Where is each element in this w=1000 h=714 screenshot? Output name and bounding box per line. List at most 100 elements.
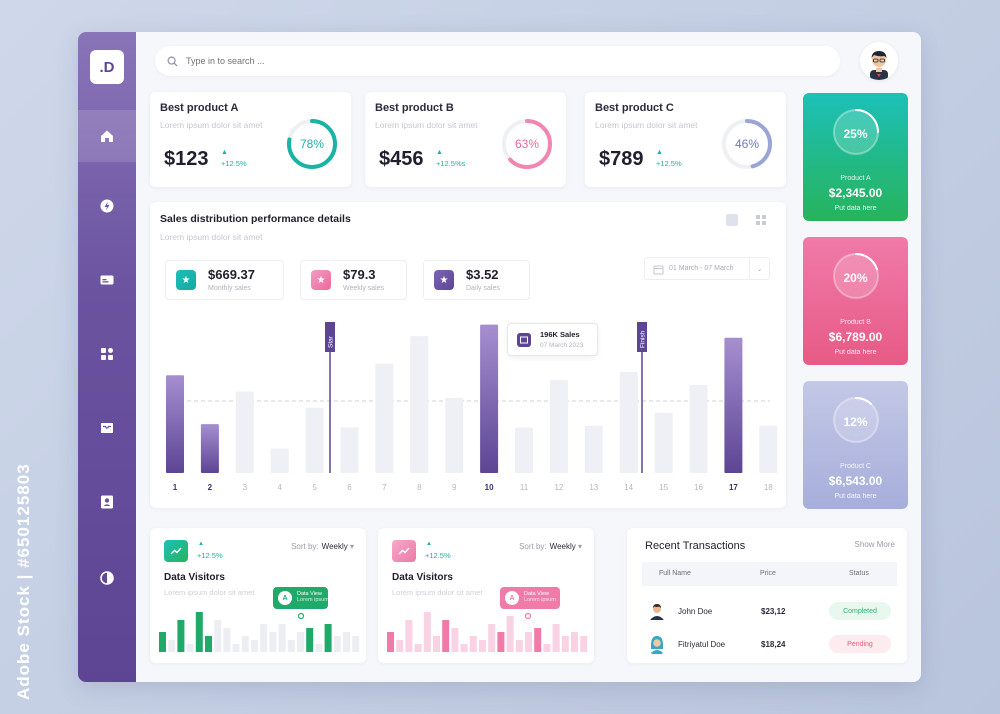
sidebar-item-contacts[interactable] [78,476,136,528]
transactions-header: Full Name Price Status [642,562,897,586]
tooltip-sub: Lorem ipsum [297,597,329,603]
sidebar-item-theme[interactable] [78,552,136,604]
visitor-bar [269,632,277,652]
x-tick-label: 6 [347,483,352,492]
visitor-bar [433,636,440,652]
visitor-bar [414,644,422,652]
side-card-note: Put data here [834,493,877,500]
visitor-bar [195,612,203,652]
product-card-c[interactable]: Best product C Lorem ipsum dolor sit ame… [585,92,786,187]
visitor-bar [423,612,431,652]
caret-down-icon: ▾ [349,542,354,551]
sort-dropdown[interactable]: Sort by: Weekly ▾ [291,542,354,551]
visitor-bar [297,632,304,652]
visitor-bar [460,644,468,652]
x-tick-label: 17 [729,483,738,492]
visitors-change: +12.5% [425,551,451,560]
user-avatar-icon [870,51,888,80]
visitor-bar [287,640,295,652]
side-card-value: $6,543.00 [828,474,883,488]
sort-dropdown[interactable]: Sort by: Weekly ▾ [519,542,582,551]
table-row[interactable]: Fitriyatul Doe $18,24 Pending [642,629,897,659]
visitor-bar [442,620,450,652]
row-name: John Doe [678,607,713,616]
product-card-a[interactable]: Best product A Lorem ipsum dolor sit ame… [150,92,351,187]
user-avatar[interactable] [860,42,898,80]
visitor-bar [506,616,514,652]
visitors-subtitle: Lorem ipsum dolor sit amet [392,588,483,597]
stat-label: Daily sales [466,285,500,292]
stat-weekly: ★ $79.3 Weekly sales [300,260,407,300]
bar-6 [340,427,359,473]
home-icon [101,130,113,142]
x-tick-label: 3 [243,483,248,492]
visitor-bar [580,636,588,652]
start-label: Star [328,335,335,348]
tooltip-sub: Lorem ipsum [524,597,556,603]
watermark: Adobe Stock | #650125803 [14,463,33,700]
side-card-percent: 25% [843,127,868,141]
x-tick-label: 18 [764,483,773,492]
x-tick-label: 14 [624,483,633,492]
visitor-bar [333,636,341,652]
x-tick-label: 7 [382,483,387,492]
side-progress-ring [833,253,879,299]
app-logo[interactable]: .D [90,50,124,84]
x-tick-label: 9 [452,483,457,492]
visitor-bar [177,620,185,652]
stat-value: $669.37 [208,267,255,282]
sidebar-item-apps[interactable] [78,328,136,380]
side-card-name: Product C [839,463,872,470]
visitor-bar [159,632,166,652]
sidebar: .D [78,32,136,682]
bar-13 [584,425,603,473]
x-tick-label: 5 [312,483,317,492]
side-card-product-c[interactable]: 12% Product C $6,543.00 Put data here [803,381,908,509]
side-card-product-b[interactable]: 20% Product B $6,789.00 Put data here [803,237,908,365]
date-range-select[interactable]: 01 March - 07 March ⌄ [644,257,770,280]
progress-percent: 78% [299,137,325,151]
sidebar-item-inbox[interactable] [78,402,136,454]
sales-subtitle: Lorem ipsum dolor sit amet [160,232,263,242]
visitors-bar-chart-2 [387,612,588,652]
chart-up-icon [392,540,416,562]
visitor-bar [387,632,394,652]
progress-percent: 46% [734,137,760,151]
list-view-icon[interactable] [726,214,738,226]
visitors-title: Data Visitors [164,572,225,583]
side-card-percent: 12% [843,415,868,429]
visitor-bar [543,644,551,652]
finish-label: Finish [640,330,647,348]
visitors-subtitle: Lorem ipsum dolor sit amet [164,588,255,597]
visitor-bar [232,644,240,652]
product-card-b[interactable]: Best product B Lorem ipsum dolor sit ame… [365,92,566,187]
stat-label: Monthly sales [208,285,251,292]
header-price: Price [760,570,776,577]
product-change: +12.5% [656,159,682,168]
side-card-product-a[interactable]: 25% Product A $2,345.00 Put data here [803,93,908,221]
table-row[interactable]: John Doe $23,12 Completed [642,596,897,626]
bar-11 [515,427,533,473]
search-input[interactable] [186,56,786,66]
sidebar-item-home[interactable] [78,110,136,162]
chevron-down-icon: ⌄ [749,258,769,279]
trend-up-icon: ▲ [656,149,663,156]
grid-view-icon[interactable] [755,214,767,226]
visitor-bar [241,636,249,652]
bar-15 [654,412,673,473]
sidebar-item-card[interactable] [78,254,136,306]
visitor-bar [552,624,560,652]
tooltip-title: Data View [297,591,322,597]
product-title: Best product C [595,102,674,114]
sidebar-item-flash[interactable] [78,180,136,232]
show-more-link[interactable]: Show More [854,540,895,549]
product-title: Best product A [160,102,239,114]
star-icon: ★ [176,270,196,290]
stat-label: Weekly sales [343,285,385,292]
side-card-note: Put data here [834,349,877,356]
visitor-bar [469,636,477,652]
product-title: Best product B [375,102,454,114]
stat-value: $79.3 [343,267,376,282]
side-card-name: Product A [840,175,871,182]
